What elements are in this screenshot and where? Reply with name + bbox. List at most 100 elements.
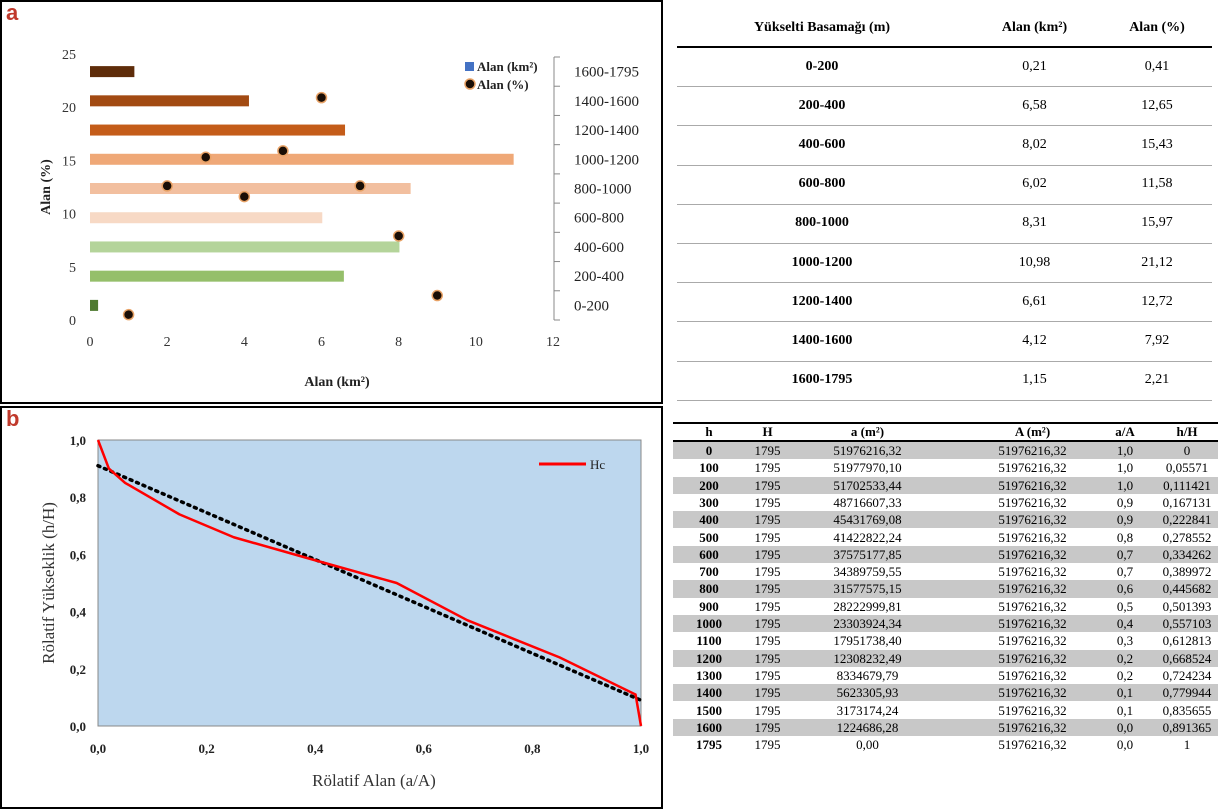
table-row: 400 1795 45431769,08 51976216,32 0,9 0,222841 (673, 511, 1218, 529)
table-cell: 51977970,10 (833, 460, 902, 476)
table-cell: 1224686,28 (836, 719, 899, 735)
table-cell: 23303924,34 (833, 616, 902, 631)
table-cell: 100 (699, 460, 719, 476)
table-row: 900 1795 28222999,81 51976216,32 0,5 0,501393 (673, 598, 1218, 615)
table-cell: 15,43 (1141, 136, 1173, 152)
panel-a: a 0 2 4 6 8 10 12 0 5 10 15 20 25 0-200 200-400 400-600… (0, 0, 663, 404)
table-cell: 400 (699, 512, 719, 528)
panel-label-a: a (6, 0, 19, 25)
legend-label: Hc (590, 457, 605, 472)
table-cell: 0,1 (1116, 702, 1134, 718)
table-cell: 51976216,32 (998, 719, 1067, 735)
column-header: h (705, 424, 713, 439)
table-cell: 1795 (754, 737, 781, 753)
bar (90, 124, 346, 136)
column-header: h/H (1176, 424, 1198, 439)
table-cell: 1795 (754, 460, 781, 476)
bar (90, 95, 249, 107)
table-row: 0-200 0,21 0,41 (672, 47, 1217, 86)
table-cell: 45431769,08 (833, 512, 902, 528)
data-point (238, 190, 251, 203)
table-cell: 28222999,81 (833, 598, 902, 614)
table-cell: 0 (1183, 443, 1191, 458)
table-row: 600 1795 37575177,85 51976216,32 0,7 0,334262 (673, 545, 1218, 564)
x-tick-label: 4 (241, 335, 248, 350)
table-cell: 0,41 (1144, 58, 1170, 74)
legend-label: Alan (km²) (477, 59, 538, 74)
y-axis-label: Alan (%) (39, 159, 54, 215)
table-row: 1400-1600 4,12 7,92 (672, 321, 1217, 360)
table-cell: 1795 (754, 512, 781, 528)
table-cell: 51976216,32 (998, 581, 1067, 597)
legend-swatch-bars (465, 62, 474, 71)
chart-a: 0 2 4 6 8 10 12 0 5 10 15 20 25 0-200 200-400 400-600 60… (39, 48, 639, 390)
table-cell: 800-1000 (795, 215, 849, 231)
table-row: 200-400 6,58 12,65 (672, 86, 1217, 125)
table-cell: 0,891365 (1162, 719, 1212, 735)
column-header: H (762, 424, 773, 439)
table-cell: 1795 (754, 546, 781, 562)
table-cell: 1795 (754, 443, 781, 458)
table-cell: 1795 (754, 477, 781, 493)
table-cell: 4,12 (1022, 332, 1047, 348)
category-label: 0-200 (574, 298, 609, 314)
row-divider (677, 321, 1212, 323)
table-cell: 1400 (696, 685, 722, 701)
data-point (315, 91, 328, 104)
category-label: 200-400 (574, 269, 624, 285)
legend-swatch-points (464, 78, 476, 90)
table-cell: 0,779944 (1162, 685, 1212, 701)
x-tick-label: 0,4 (307, 741, 324, 756)
table-cell: 0,612813 (1162, 633, 1212, 649)
table-cell: 0,111421 (1163, 477, 1211, 493)
table-cell: 0,389972 (1162, 564, 1212, 580)
x-axis-label: Rölatif Alan (a/A) (312, 771, 436, 790)
table-cell: 0,0 (1116, 719, 1134, 735)
x-tick-label: 0,6 (416, 741, 433, 756)
table-cell: 0,278552 (1162, 529, 1212, 545)
column-header: A (m²) (1014, 424, 1051, 439)
data-point (122, 308, 135, 321)
x-tick-label: 0,0 (90, 741, 106, 756)
table-row: 800 1795 31577575,15 51976216,32 0,6 0,445682 (673, 580, 1218, 598)
table-cell: 51976216,32 (833, 443, 902, 458)
table-row: 100 1795 51977970,10 51976216,32 1,0 0,05571 (673, 459, 1218, 476)
table-row: 700 1795 34389759,55 51976216,32 0,7 0,389972 (673, 563, 1218, 580)
table-cell: 1795 (754, 702, 781, 718)
table-cell: 51976216,32 (998, 443, 1067, 458)
table-cell: 51976216,32 (998, 685, 1067, 701)
bar (90, 212, 323, 224)
table-cell: 1795 (754, 667, 781, 683)
category-label: 1600-1795 (574, 65, 639, 81)
table-cell: 1400-1600 (791, 332, 853, 348)
table-cell: 2,21 (1144, 372, 1170, 388)
table-row: 1400 1795 5623305,93 51976216,32 0,1 0,779944 (673, 684, 1218, 702)
table-cell: 0,167131 (1162, 494, 1212, 510)
category-label: 600-800 (574, 211, 624, 227)
table-cell: 51976216,32 (998, 564, 1067, 580)
category-label: 800-1000 (574, 182, 632, 198)
y-tick-label: 1,0 (70, 433, 86, 448)
table-row: 1200 1795 12308232,49 51976216,32 0,2 0,66852… (673, 649, 1218, 667)
table-cell: 1000 (696, 616, 722, 631)
table-cell: 31577575,15 (833, 581, 902, 597)
table-cell: 0,05571 (1165, 460, 1209, 476)
table-cell: 700 (699, 564, 719, 580)
table-cell: 1795 (754, 581, 781, 597)
data-point (200, 151, 212, 163)
table-cell: 6,61 (1022, 293, 1047, 309)
table-cell: 1,0 (1116, 460, 1134, 476)
table-row: 1600 1795 1224686,28 51976216,32 0,0 0,891365 (673, 718, 1218, 737)
column-header: a (m²) (850, 424, 885, 439)
table-row: 600-800 6,02 11,58 (672, 165, 1217, 204)
y-tick-label: 0,2 (70, 662, 86, 677)
table-cell: 500 (699, 529, 719, 545)
row-divider (677, 164, 1212, 166)
table-row: 800-1000 8,31 15,97 (672, 204, 1217, 243)
x-tick-label: 2 (164, 335, 171, 350)
table-cell: 12,72 (1141, 293, 1173, 309)
bar (90, 241, 400, 253)
table-cell: 51976216,32 (998, 702, 1067, 718)
table-cell: 1795 (754, 719, 781, 735)
